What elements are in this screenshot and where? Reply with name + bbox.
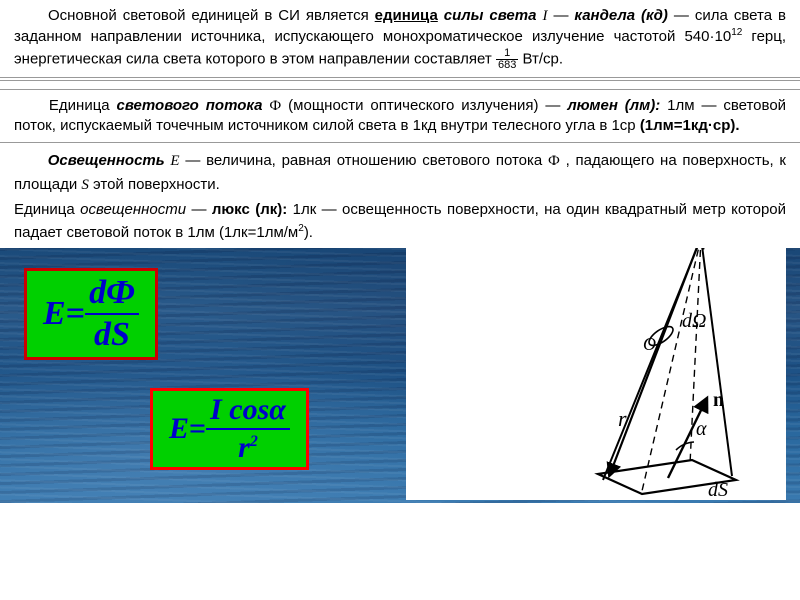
text: этой поверхности. <box>93 176 220 193</box>
label-O: O <box>643 334 656 354</box>
frac-num: 1 <box>496 48 518 60</box>
symbol-E: E <box>170 153 179 169</box>
text: Единица <box>49 97 117 114</box>
divider <box>0 80 800 81</box>
formula-lhs: E <box>169 412 189 446</box>
formula-eq: = <box>189 412 206 446</box>
illustration-zone: E = dФ dS E = I cosα r2 <box>0 248 800 503</box>
term-candela: кандела (кд) <box>574 7 668 24</box>
divider <box>0 77 800 78</box>
term-lumen: люмен (лм): <box>567 97 660 114</box>
formula-lumen-eq: (1лм=1кд·ср). <box>640 117 740 134</box>
fraction-1-683: 1 683 <box>496 48 518 71</box>
illuminance-diagram: dΩ O r α n dS <box>406 248 786 500</box>
formula-E-dPhi-dS: E = dФ dS <box>24 268 158 360</box>
label-r: r <box>618 406 627 431</box>
symbol-S: S <box>81 177 89 193</box>
frac-den: 683 <box>496 60 518 71</box>
label-dS: dS <box>708 479 728 500</box>
definition-candela: Основной световой единицей в СИ является… <box>0 0 800 75</box>
formula-num: dФ <box>85 273 139 315</box>
text: (мощности оптического излучения) — <box>288 97 567 114</box>
formula-den: r2 <box>206 430 290 466</box>
exp-12: 12 <box>731 27 742 38</box>
formula-den: dS <box>85 315 139 355</box>
text: Единица <box>14 201 80 218</box>
den-exp: 2 <box>250 433 258 450</box>
formula-num: I cosα <box>206 392 290 430</box>
formula-lhs: E <box>43 295 66 333</box>
term-illuminance-ital: освещенности <box>80 201 186 218</box>
formula-eq: = <box>66 295 85 333</box>
definition-lumen: Единица светового потока Ф (мощности опт… <box>0 92 800 141</box>
definition-lux: Освещенность E — величина, равная отноше… <box>0 145 800 248</box>
text: Вт/ср. <box>522 50 563 67</box>
symbol-Phi: Ф <box>269 98 281 114</box>
label-dOmega: dΩ <box>682 310 706 332</box>
symbol-Phi: Ф <box>548 153 560 169</box>
term-lux: люкс (лк): <box>212 201 287 218</box>
underline-unit: единица <box>375 7 438 24</box>
term-light-intensity: силы света <box>444 7 537 24</box>
dash: — <box>553 7 574 24</box>
text: Основной световой единицей в СИ является <box>48 7 375 24</box>
den-base: r <box>238 431 250 464</box>
divider <box>0 89 800 90</box>
label-n: n <box>713 389 724 411</box>
text: — величина, равная отношению светового п… <box>185 152 548 169</box>
divider <box>0 142 800 143</box>
term-luminous-flux: светового потока <box>117 97 263 114</box>
dash: — <box>191 201 211 218</box>
text: ). <box>304 224 313 241</box>
term-illuminance: Освещенность <box>48 152 165 169</box>
label-alpha: α <box>696 418 707 440</box>
formula-fraction: I cosα r2 <box>206 392 290 466</box>
symbol-I: I <box>542 8 547 24</box>
formula-fraction: dФ dS <box>85 273 139 355</box>
formula-E-Icos-r2: E = I cosα r2 <box>150 388 309 470</box>
